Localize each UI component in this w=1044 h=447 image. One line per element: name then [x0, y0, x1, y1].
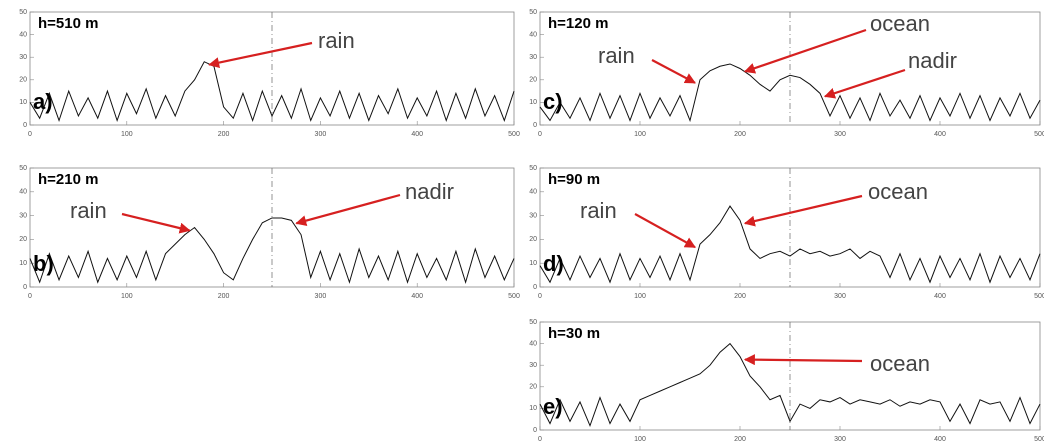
signal-line: [539, 342, 1041, 428]
y-tick-label: 30: [529, 212, 537, 219]
x-tick-label: 100: [634, 293, 646, 300]
y-tick-label: 0: [533, 122, 537, 129]
annotation-arrow: [743, 194, 863, 227]
y-tick-label: 20: [529, 384, 537, 391]
x-tick-label: 100: [121, 293, 133, 300]
x-tick-label: 0: [538, 436, 542, 443]
annotation-arrow: [295, 193, 401, 227]
panel-label: e): [543, 394, 563, 419]
y-tick-label: 30: [529, 54, 537, 61]
y-tick-label: 50: [529, 319, 537, 326]
annotation-text: rain: [318, 28, 355, 53]
annotation-arrow: [208, 41, 313, 69]
annotation-arrow: [743, 354, 863, 366]
x-tick-label: 500: [1034, 436, 1044, 443]
y-tick-label: 20: [529, 236, 537, 243]
x-tick-label: 100: [121, 131, 133, 138]
panel-title: h=90 m: [548, 171, 600, 188]
y-tick-label: 10: [19, 260, 27, 267]
annotation-arrow: [121, 212, 191, 234]
panel-label: d): [543, 251, 564, 276]
x-tick-label: 400: [934, 293, 946, 300]
annotation-arrow: [634, 213, 696, 249]
annotation-text: ocean: [870, 351, 930, 376]
panel-label: b): [33, 251, 54, 276]
x-tick-label: 400: [934, 436, 946, 443]
annotation-text: rain: [598, 43, 635, 68]
annotation-arrow: [651, 59, 696, 84]
y-tick-label: 40: [529, 340, 537, 347]
y-tick-label: 10: [19, 99, 27, 106]
x-tick-label: 500: [1034, 131, 1044, 138]
annotation-arrow: [823, 68, 906, 99]
panel-title: h=510 m: [38, 15, 98, 32]
y-tick-label: 30: [19, 212, 27, 219]
panel-label: a): [33, 89, 53, 114]
signal-line: [539, 63, 1041, 123]
annotation-text: nadir: [405, 179, 454, 204]
y-tick-label: 20: [529, 77, 537, 84]
y-tick-label: 0: [23, 284, 27, 291]
y-tick-label: 20: [19, 77, 27, 84]
signal-line: [539, 205, 1041, 284]
signal-line: [29, 61, 515, 123]
y-tick-label: 10: [529, 405, 537, 412]
x-tick-label: 200: [734, 131, 746, 138]
x-tick-label: 300: [315, 131, 327, 138]
y-tick-label: 40: [529, 189, 537, 196]
x-tick-label: 0: [538, 131, 542, 138]
x-tick-label: 200: [218, 293, 230, 300]
x-tick-label: 400: [411, 131, 423, 138]
panel-title: h=30 m: [548, 325, 600, 342]
y-tick-label: 30: [19, 54, 27, 61]
annotation-text: ocean: [868, 179, 928, 204]
x-tick-label: 100: [634, 131, 646, 138]
annotation-arrow: [743, 28, 867, 74]
y-tick-label: 20: [19, 236, 27, 243]
y-tick-label: 50: [529, 165, 537, 172]
y-tick-label: 0: [23, 122, 27, 129]
y-tick-label: 40: [19, 31, 27, 38]
annotation-text: rain: [70, 198, 107, 223]
x-tick-label: 200: [734, 436, 746, 443]
y-tick-label: 40: [19, 189, 27, 196]
x-tick-label: 500: [508, 131, 520, 138]
annotation-text: rain: [580, 198, 617, 223]
y-tick-label: 50: [19, 9, 27, 16]
x-tick-label: 300: [315, 293, 327, 300]
x-tick-label: 200: [218, 131, 230, 138]
x-tick-label: 300: [834, 436, 846, 443]
x-tick-label: 0: [28, 293, 32, 300]
x-tick-label: 0: [538, 293, 542, 300]
annotation-text: nadir: [908, 48, 957, 73]
x-tick-label: 200: [734, 293, 746, 300]
x-tick-label: 400: [934, 131, 946, 138]
panel-title: h=210 m: [38, 171, 98, 188]
y-tick-label: 10: [529, 99, 537, 106]
y-tick-label: 40: [529, 31, 537, 38]
x-tick-label: 400: [411, 293, 423, 300]
x-tick-label: 0: [28, 131, 32, 138]
panel-title: h=120 m: [548, 15, 608, 32]
y-tick-label: 10: [529, 260, 537, 267]
x-tick-label: 300: [834, 131, 846, 138]
x-tick-label: 500: [1034, 293, 1044, 300]
y-tick-label: 0: [533, 427, 537, 434]
annotation-text: ocean: [870, 11, 930, 36]
panel-label: c): [543, 89, 563, 114]
y-tick-label: 0: [533, 284, 537, 291]
x-tick-label: 500: [508, 293, 520, 300]
signal-line: [29, 217, 515, 284]
x-tick-label: 300: [834, 293, 846, 300]
y-tick-label: 50: [529, 9, 537, 16]
y-tick-label: 30: [529, 362, 537, 369]
y-tick-label: 50: [19, 165, 27, 172]
x-tick-label: 100: [634, 436, 646, 443]
